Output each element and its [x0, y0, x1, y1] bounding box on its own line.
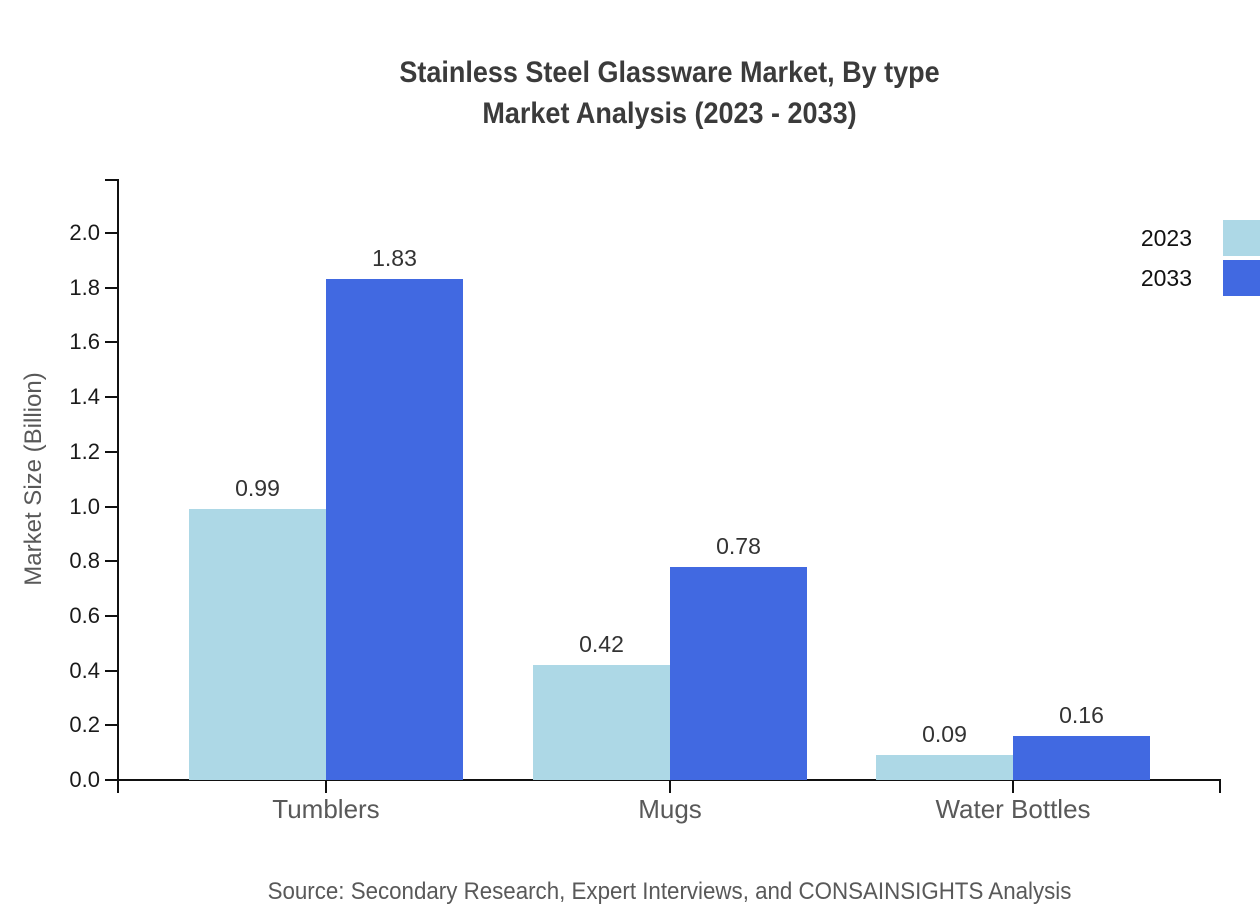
legend-label: 2023	[1140, 225, 1192, 251]
y-tick-label: 0.2	[69, 712, 100, 738]
bar-value-label: 0.42	[579, 631, 624, 657]
y-tick-label: 1.6	[69, 329, 100, 355]
y-tick-label: 2.0	[69, 220, 100, 245]
y-tick-label: 1.4	[69, 384, 100, 410]
bar-value-label: 0.09	[922, 721, 967, 747]
y-tick	[105, 396, 118, 399]
category-label: Water Bottles	[935, 794, 1091, 824]
source-text: Source: Secondary Research, Expert Inter…	[267, 878, 1072, 905]
category-label: Tumblers	[272, 794, 380, 824]
bar-2023-mugs	[533, 665, 670, 780]
bar-value-label: 0.78	[716, 533, 761, 559]
y-tick-label: 0.8	[69, 548, 100, 574]
bar-value-label: 0.99	[235, 475, 280, 501]
y-tick-label: 0.0	[69, 767, 100, 792]
category-label: Mugs	[638, 794, 702, 824]
bar-value-label: 1.83	[372, 245, 417, 271]
bar-2033-mugs	[670, 567, 807, 780]
y-tick	[105, 341, 118, 344]
legend-row-2033: 2033	[1100, 259, 1260, 297]
y-tick-label: 0.6	[69, 602, 100, 628]
y-tick	[105, 669, 118, 672]
bar-2033-water-bottles	[1013, 736, 1150, 780]
y-tick	[105, 505, 118, 508]
y-tick	[105, 232, 118, 234]
x-tick	[325, 780, 327, 793]
legend-label: 2033	[1140, 265, 1192, 291]
y-tick	[105, 614, 118, 617]
y-tick	[105, 779, 118, 781]
y-tick	[105, 450, 118, 453]
bar-value-label: 0.16	[1059, 702, 1104, 728]
y-tick	[105, 724, 118, 727]
chart-title: Stainless Steel Glassware Market, By typ…	[173, 52, 1166, 134]
legend-row-2023: 2023	[1100, 219, 1260, 257]
x-tick	[669, 780, 671, 793]
bar-2023-tumblers	[189, 509, 326, 780]
bar-2033-tumblers	[326, 279, 463, 780]
chart-title-line2: Market Analysis (2023 - 2033)	[482, 97, 857, 130]
x-tick	[1012, 780, 1014, 793]
y-tick	[105, 560, 118, 563]
y-axis-top-cap	[105, 179, 119, 181]
y-tick-label: 1.8	[69, 274, 100, 300]
y-tick-label: 1.2	[69, 438, 100, 464]
x-axis-end-tick	[1219, 780, 1221, 793]
bar-2023-water-bottles	[876, 755, 1013, 780]
legend-swatch-2033	[1223, 260, 1260, 296]
y-tick-label: 0.4	[69, 657, 100, 683]
y-tick-label: 1.0	[69, 493, 100, 519]
y-axis-title: Market Size (Billion)	[20, 372, 47, 586]
y-axis-spine	[117, 180, 119, 793]
legend-swatch-2023	[1223, 220, 1260, 256]
y-tick	[105, 286, 118, 289]
chart-title-line1: Stainless Steel Glassware Market, By typ…	[399, 56, 940, 89]
